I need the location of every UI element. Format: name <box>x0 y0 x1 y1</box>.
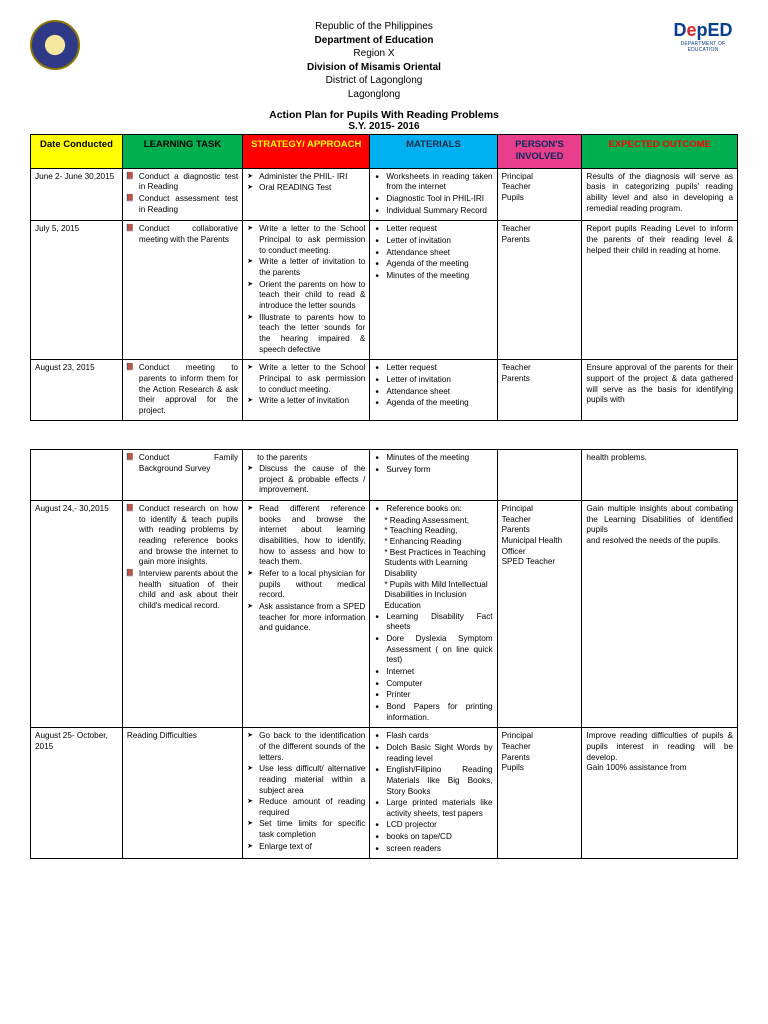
table-row: June 2- June 30,2015Conduct a diagnostic… <box>31 168 738 221</box>
table-row: Conduct Family Background Surveyto the p… <box>31 450 738 501</box>
action-plan-table-2: Conduct Family Background Surveyto the p… <box>30 449 738 859</box>
school-year: S.Y. 2015- 2016 <box>30 121 738 132</box>
cell-task: Conduct research on how to identify & te… <box>122 501 242 728</box>
hdr-line4: Division of Misamis Oriental <box>80 61 668 75</box>
hdr-line6: Lagonglong <box>80 88 668 102</box>
table-row: August 23, 2015Conduct meeting to parent… <box>31 360 738 421</box>
cell-task: Conduct Family Background Survey <box>122 450 242 501</box>
th-materials: MATERIALS <box>370 135 497 169</box>
cell-outcome: Improve reading difficulties of pupils &… <box>582 728 738 859</box>
cell-persons: PrincipalTeacherParentsPupils <box>497 728 582 859</box>
cell-persons: PrincipalTeacherPupils <box>497 168 582 221</box>
hdr-line5: District of Lagonglong <box>80 74 668 88</box>
th-date: Date Conducted <box>31 135 123 169</box>
cell-strategy: Write a letter to the School Principal t… <box>243 360 370 421</box>
cell-date: August 24,- 30,2015 <box>31 501 123 728</box>
cell-date <box>31 450 123 501</box>
cell-outcome: Results of the diagnosis will serve as b… <box>582 168 738 221</box>
cell-outcome: Ensure approval of the parents for their… <box>582 360 738 421</box>
cell-strategy: Write a letter to the School Principal t… <box>243 221 370 360</box>
cell-outcome: Report pupils Reading Level to inform th… <box>582 221 738 360</box>
cell-materials: Flash cardsDolch Basic Sight Words by re… <box>370 728 497 859</box>
table-header-row: Date Conducted LEARNING TASK STRATEGY/ A… <box>31 135 738 169</box>
cell-outcome: health problems. <box>582 450 738 501</box>
cell-persons: TeacherParents <box>497 221 582 360</box>
cell-persons <box>497 450 582 501</box>
th-outcome: EXPECTED OUTCOME <box>582 135 738 169</box>
cell-strategy: to the parentsDiscuss the cause of the p… <box>243 450 370 501</box>
table-row: August 25- October, 2015Reading Difficul… <box>31 728 738 859</box>
cell-date: August 25- October, 2015 <box>31 728 123 859</box>
cell-materials: Letter requestLetter of invitationAttend… <box>370 360 497 421</box>
cell-materials: Letter requestLetter of invitationAttend… <box>370 221 497 360</box>
cell-materials: Minutes of the meetingSurvey form <box>370 450 497 501</box>
cell-strategy: Read different reference books and brows… <box>243 501 370 728</box>
seal-logo <box>30 20 80 70</box>
cell-persons: TeacherParents <box>497 360 582 421</box>
cell-task: Conduct collaborative meeting with the P… <box>122 221 242 360</box>
cell-materials: Reference books on:* Reading Assessment,… <box>370 501 497 728</box>
th-strategy: STRATEGY/ APPROACH <box>243 135 370 169</box>
table-row: August 24,- 30,2015Conduct research on h… <box>31 501 738 728</box>
th-persons: PERSON'S INVOLVED <box>497 135 582 169</box>
hdr-line2: Department of Education <box>80 34 668 48</box>
cell-materials: Worksheets in reading taken from the int… <box>370 168 497 221</box>
header-text: Republic of the Philippines Department o… <box>80 20 668 101</box>
cell-task: Conduct a diagnostic test in ReadingCond… <box>122 168 242 221</box>
deped-logo: DepED DEPARTMENT OF EDUCATION <box>668 20 738 53</box>
th-task: LEARNING TASK <box>122 135 242 169</box>
cell-date: July 5, 2015 <box>31 221 123 360</box>
cell-persons: PrincipalTeacherParentsMunicipal Health … <box>497 501 582 728</box>
cell-strategy: Administer the PHIL- IRIOral READING Tes… <box>243 168 370 221</box>
hdr-line1: Republic of the Philippines <box>80 20 668 34</box>
cell-date: August 23, 2015 <box>31 360 123 421</box>
cell-outcome: Gain multiple insights about combating t… <box>582 501 738 728</box>
hdr-line3: Region X <box>80 47 668 61</box>
page-header: Republic of the Philippines Department o… <box>30 20 738 101</box>
action-plan-table-1: Date Conducted LEARNING TASK STRATEGY/ A… <box>30 134 738 421</box>
table-row: July 5, 2015Conduct collaborative meetin… <box>31 221 738 360</box>
cell-strategy: Go back to the identification of the dif… <box>243 728 370 859</box>
doc-title: Action Plan for Pupils With Reading Prob… <box>30 109 738 121</box>
cell-date: June 2- June 30,2015 <box>31 168 123 221</box>
cell-task: Reading Difficulties <box>122 728 242 859</box>
cell-task: Conduct meeting to parents to inform the… <box>122 360 242 421</box>
